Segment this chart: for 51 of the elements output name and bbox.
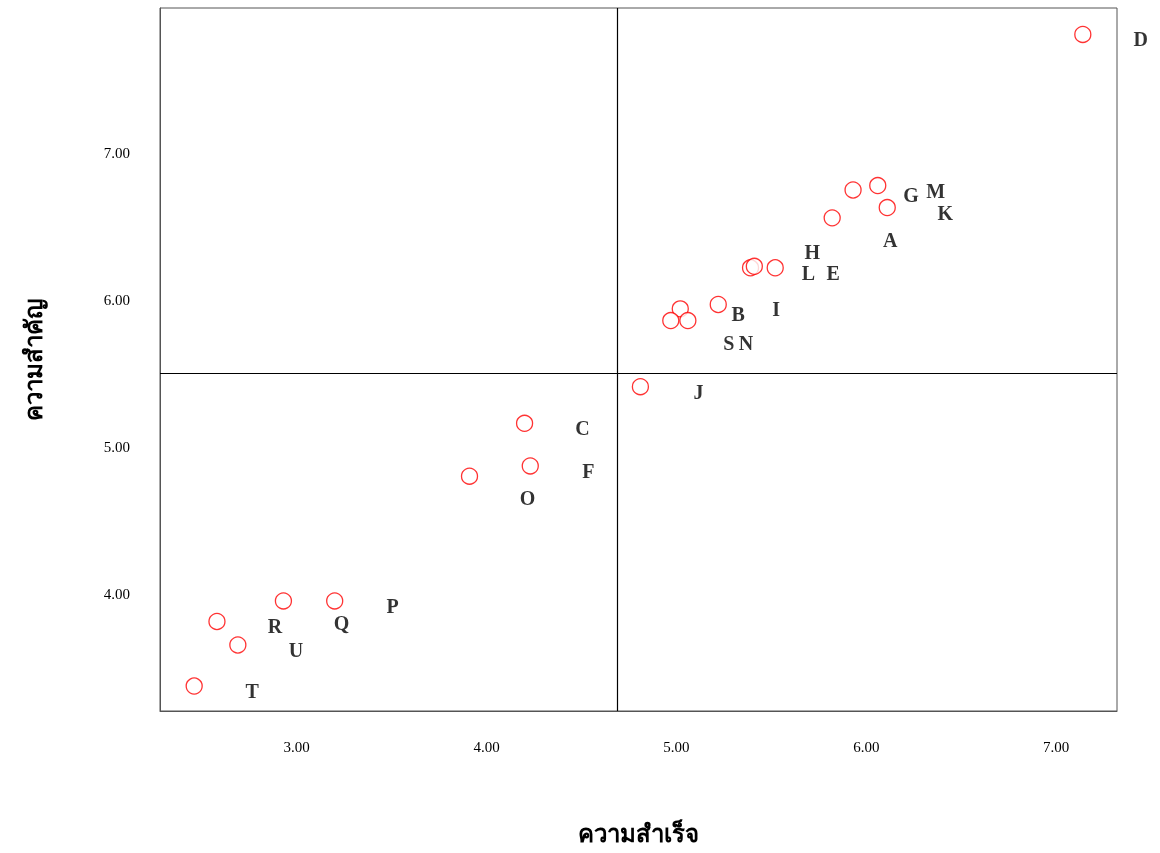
x-tick-label: 7.00 [1043,738,1070,755]
y-axis-title: ความสำคัญ [18,298,48,421]
point [229,636,247,654]
annotation: A [882,228,898,251]
annotation: J [693,380,704,403]
annotation: N [738,331,754,354]
annotation: U [288,638,304,661]
point [631,378,650,396]
annotation: L [801,261,816,284]
annotation: R [267,615,283,638]
annotation: I [772,298,781,321]
annotation: E [826,261,840,284]
annotation: H [804,241,821,264]
annotation: F [582,459,595,482]
annotation: S [723,331,735,354]
y-tick-label: 5.00 [103,438,130,455]
x-axis-title: ความสำเร็จ [578,818,699,848]
annotation: G [903,183,920,206]
point [869,176,887,195]
point [823,209,841,227]
annotation: B [731,302,745,325]
point [521,457,539,475]
point [274,592,293,610]
point [1074,25,1092,44]
point [766,259,784,277]
point [662,311,680,330]
annotation: T [245,680,260,703]
annotation: O [519,487,536,510]
point [679,311,697,330]
y-tick-label: 4.00 [103,585,130,602]
point [460,467,479,485]
point [745,257,763,275]
x-tick-label: 4.00 [473,738,500,755]
point [185,677,203,695]
point [326,592,344,610]
x-tick-label: 5.00 [663,738,690,755]
point [208,612,226,631]
point [878,198,896,217]
point [844,181,862,199]
y-tick-label: 6.00 [103,292,130,309]
point [709,295,727,314]
y-tick-label: 7.00 [103,145,130,162]
point [515,414,534,432]
annotation: P [386,594,399,617]
x-tick-label: 6.00 [853,738,880,755]
annotation: C [575,417,590,440]
annotation: M [926,179,946,202]
x-tick-label: 3.00 [283,738,310,755]
annotation: Q [333,611,350,634]
annotation: K [937,201,954,224]
annotation: D [1133,28,1149,51]
